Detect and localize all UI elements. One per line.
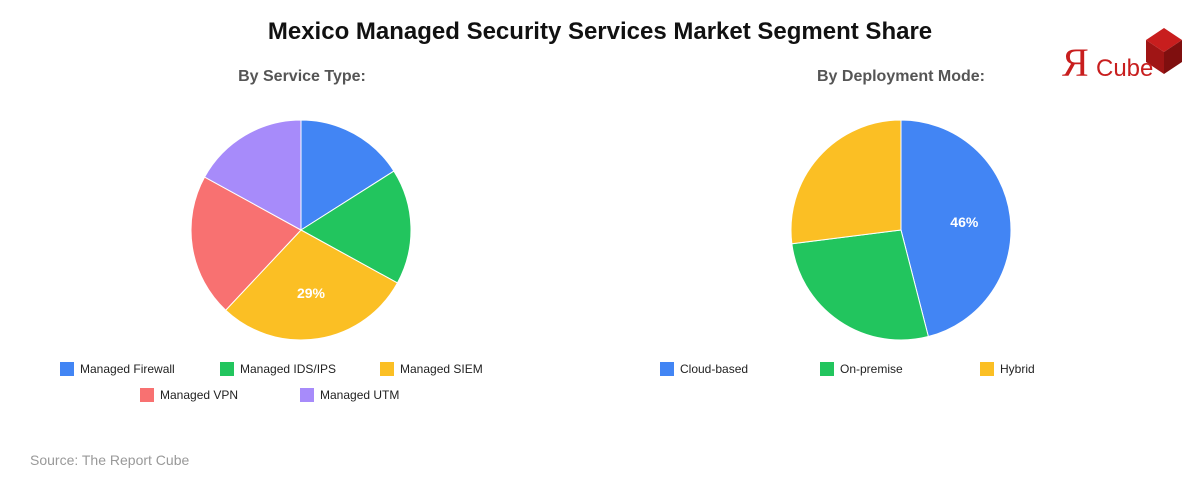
legend-swatch — [820, 362, 834, 376]
legend-item: Managed Firewall — [60, 362, 175, 376]
deployment-mode-pie-title: By Deployment Mode: — [816, 68, 985, 85]
service-type-pie-title: By Service Type: — [238, 68, 366, 85]
pie-slice-label: 46% — [950, 214, 979, 230]
pie-slice-label: 29% — [297, 285, 326, 301]
logo-word: Cube — [1096, 55, 1153, 82]
legend-label: Managed Firewall — [80, 362, 175, 376]
report-cube-logo: Я Cube — [1062, 28, 1182, 82]
pie-slice-cloud-based — [900, 119, 1012, 338]
pie-slice-managed-vpn — [190, 176, 302, 311]
legend-swatch — [380, 362, 394, 376]
legend-swatch — [140, 388, 154, 402]
legend-label: Managed UTM — [320, 388, 400, 402]
source-note: Source: The Report Cube — [30, 452, 190, 468]
legend-swatch — [660, 362, 674, 376]
pie-slice-managed-utm — [203, 119, 302, 231]
legend-item: Cloud-based — [660, 362, 748, 376]
pie-slice-managed-ids-ips — [300, 170, 412, 284]
legend-label: Managed IDS/IPS — [240, 362, 337, 376]
pie-slice-managed-siem — [224, 229, 399, 341]
legend-label: Managed VPN — [160, 388, 239, 402]
legend-item: Managed IDS/IPS — [220, 362, 336, 376]
legend-label: Cloud-based — [680, 362, 749, 376]
legend-item: On-premise — [820, 362, 903, 376]
legend-swatch — [300, 388, 314, 402]
legend-label: Managed SIEM — [400, 362, 483, 376]
legend-item: Managed VPN — [140, 388, 238, 402]
logo-letter: Я — [1062, 40, 1089, 82]
pie-slice-on-premise — [791, 229, 929, 341]
deployment-mode-pie: 46% — [790, 119, 1012, 341]
legend-item: Hybrid — [980, 362, 1035, 376]
legend-swatch — [220, 362, 234, 376]
pie-slice-managed-firewall — [300, 119, 395, 231]
legend-item: Managed SIEM — [380, 362, 483, 376]
chart-title: Mexico Managed Security Services Market … — [267, 18, 933, 45]
legend-swatch — [980, 362, 994, 376]
legend-label: On-premise — [840, 362, 903, 376]
service-type-pie: 29% — [190, 119, 412, 341]
legend-label: Hybrid — [1000, 362, 1035, 376]
legend-item: Managed UTM — [300, 388, 399, 402]
legend-swatch — [60, 362, 74, 376]
pie-slice-hybrid — [790, 119, 902, 245]
